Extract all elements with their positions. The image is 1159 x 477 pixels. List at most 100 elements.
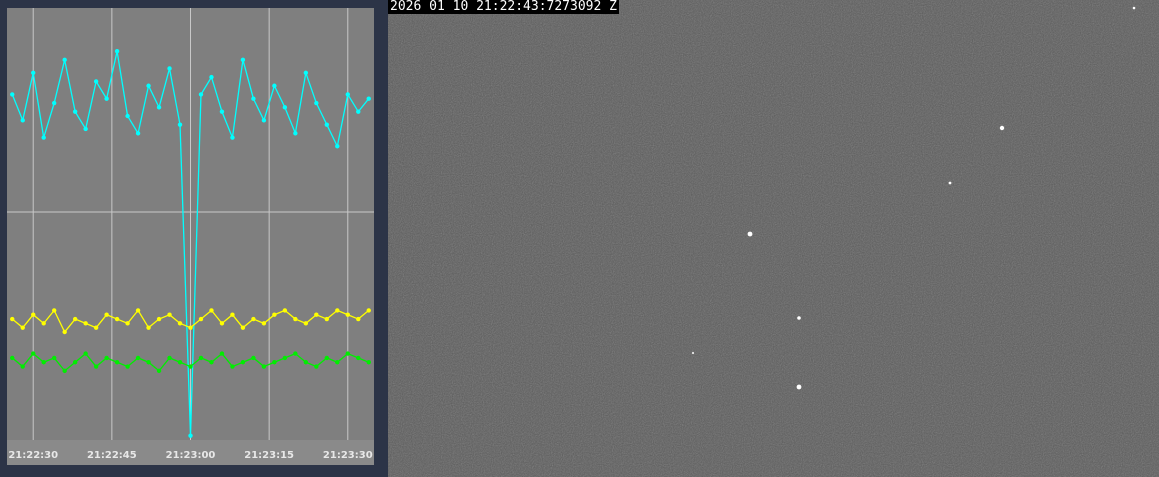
data-point bbox=[303, 360, 309, 365]
data-point bbox=[167, 355, 172, 361]
data-point bbox=[240, 325, 246, 330]
data-point bbox=[314, 312, 319, 317]
data-point bbox=[324, 316, 330, 322]
data-point bbox=[62, 57, 67, 63]
data-point bbox=[31, 312, 36, 317]
data-point bbox=[167, 66, 172, 71]
data-point bbox=[261, 321, 267, 326]
data-point bbox=[335, 144, 340, 149]
data-point bbox=[177, 321, 183, 326]
data-point bbox=[72, 360, 78, 365]
data-point bbox=[366, 308, 371, 313]
data-point bbox=[83, 321, 88, 326]
data-point bbox=[156, 368, 162, 374]
data-point bbox=[135, 355, 141, 361]
data-point bbox=[356, 109, 361, 114]
data-point bbox=[135, 131, 141, 136]
noise bbox=[388, 0, 1159, 477]
data-point bbox=[167, 312, 172, 317]
data-point bbox=[114, 49, 120, 54]
data-point bbox=[104, 355, 109, 361]
data-point bbox=[146, 83, 151, 88]
timestamp: 2026 01 10 21:22:43:7273092 Z bbox=[388, 0, 619, 14]
data-point bbox=[261, 364, 267, 369]
data-point bbox=[356, 316, 361, 322]
data-point bbox=[20, 118, 25, 123]
data-point bbox=[335, 360, 340, 365]
data-point bbox=[293, 351, 298, 356]
data-point bbox=[324, 355, 330, 361]
data-point bbox=[272, 83, 277, 88]
camera-frame bbox=[388, 0, 1159, 477]
data-point bbox=[324, 122, 330, 127]
data-point bbox=[41, 360, 46, 365]
data-point bbox=[219, 321, 225, 326]
data-point bbox=[62, 368, 67, 374]
data-point bbox=[251, 316, 256, 322]
data-point bbox=[230, 135, 235, 140]
data-point bbox=[146, 360, 151, 365]
data-point bbox=[51, 100, 57, 106]
data-point bbox=[219, 351, 225, 356]
x-tick-label: 21:22:30 bbox=[8, 450, 58, 461]
data-point bbox=[272, 312, 277, 317]
data-point bbox=[345, 312, 350, 317]
data-point bbox=[177, 122, 183, 127]
data-point bbox=[41, 321, 46, 326]
data-point bbox=[303, 321, 309, 326]
data-point bbox=[293, 131, 298, 136]
data-point bbox=[93, 79, 99, 84]
data-point bbox=[230, 364, 235, 369]
data-point bbox=[272, 360, 277, 365]
data-point bbox=[83, 351, 88, 356]
data-point bbox=[198, 92, 204, 97]
x-tick-label: 21:22:45 bbox=[87, 450, 137, 461]
data-point bbox=[51, 308, 57, 313]
data-point bbox=[209, 360, 214, 365]
data-point bbox=[62, 329, 67, 335]
data-point bbox=[366, 96, 371, 101]
data-point bbox=[104, 312, 109, 317]
x-tick-label: 21:23:00 bbox=[166, 450, 216, 461]
data-point bbox=[188, 325, 193, 330]
data-point bbox=[209, 74, 214, 80]
chart-panel: 21:22:30 21:22:45 21:23:00 21:23:15 21:23:30 bbox=[0, 0, 388, 477]
data-point bbox=[125, 113, 130, 119]
data-point bbox=[345, 92, 350, 97]
data-point bbox=[135, 308, 141, 313]
x-tick-label: 21:23:30 bbox=[323, 450, 373, 461]
data-point bbox=[72, 109, 78, 114]
data-point bbox=[282, 308, 288, 313]
data-point bbox=[10, 92, 15, 97]
data-point bbox=[240, 360, 246, 365]
data-point bbox=[31, 70, 36, 76]
data-point bbox=[219, 109, 225, 114]
data-point bbox=[114, 360, 120, 365]
data-point bbox=[114, 316, 120, 322]
data-point bbox=[156, 105, 162, 110]
data-point bbox=[41, 135, 46, 140]
data-point bbox=[31, 351, 36, 356]
data-point bbox=[314, 100, 319, 106]
data-point bbox=[198, 355, 204, 361]
data-point bbox=[104, 96, 109, 101]
data-point bbox=[188, 364, 193, 369]
data-point bbox=[314, 364, 319, 369]
data-point bbox=[282, 355, 288, 361]
data-point bbox=[282, 105, 288, 110]
data-point bbox=[51, 355, 57, 361]
data-point bbox=[83, 126, 88, 132]
data-point bbox=[303, 70, 309, 76]
data-point bbox=[188, 433, 193, 438]
data-point bbox=[293, 316, 298, 322]
data-point bbox=[125, 321, 130, 326]
data-point bbox=[93, 325, 99, 330]
data-point bbox=[198, 316, 204, 322]
data-point bbox=[146, 325, 151, 330]
data-point bbox=[209, 308, 214, 313]
data-point bbox=[125, 364, 130, 369]
data-point bbox=[156, 316, 162, 322]
data-point bbox=[10, 316, 15, 322]
data-point bbox=[93, 364, 99, 369]
